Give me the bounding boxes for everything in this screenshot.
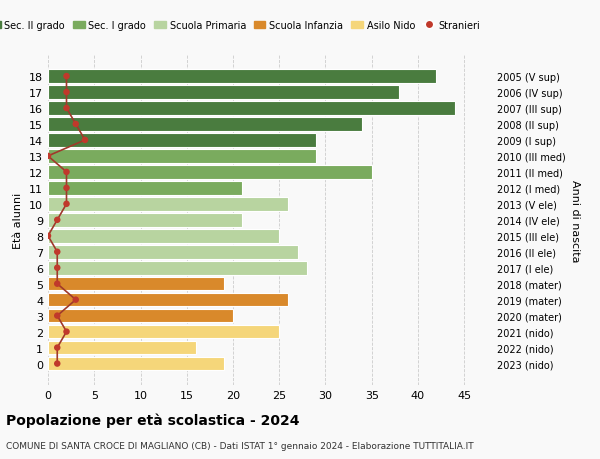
- Bar: [48, 166, 372, 179]
- Point: [62, 169, 71, 176]
- Point: [62, 73, 71, 80]
- Point: [62, 185, 71, 192]
- Text: COMUNE DI SANTA CROCE DI MAGLIANO (CB) - Dati ISTAT 1° gennaio 2024 - Elaborazio: COMUNE DI SANTA CROCE DI MAGLIANO (CB) -…: [6, 441, 473, 450]
- Bar: [48, 118, 362, 131]
- Point: [43, 233, 53, 240]
- Bar: [48, 213, 242, 227]
- Bar: [48, 182, 242, 195]
- Text: Popolazione per età scolastica - 2024: Popolazione per età scolastica - 2024: [6, 413, 299, 428]
- Point: [80, 137, 90, 144]
- Bar: [48, 198, 289, 211]
- Point: [71, 297, 80, 304]
- Y-axis label: Età alunni: Età alunni: [13, 192, 23, 248]
- Bar: [48, 134, 316, 147]
- Bar: [48, 102, 455, 116]
- Bar: [48, 230, 279, 243]
- Bar: [48, 341, 196, 355]
- Bar: [48, 261, 307, 275]
- Point: [43, 153, 53, 160]
- Bar: [48, 293, 289, 307]
- Point: [52, 312, 62, 319]
- Point: [62, 328, 71, 336]
- Bar: [48, 357, 224, 370]
- Point: [52, 248, 62, 256]
- Bar: [48, 309, 233, 323]
- Bar: [48, 150, 316, 163]
- Point: [52, 344, 62, 352]
- Bar: [48, 325, 279, 339]
- Point: [71, 121, 80, 129]
- Bar: [48, 86, 400, 100]
- Point: [52, 217, 62, 224]
- Bar: [48, 246, 298, 259]
- Point: [52, 264, 62, 272]
- Point: [62, 201, 71, 208]
- Legend: Sec. II grado, Sec. I grado, Scuola Primaria, Scuola Infanzia, Asilo Nido, Stran: Sec. II grado, Sec. I grado, Scuola Prim…: [0, 17, 484, 35]
- Bar: [48, 70, 436, 84]
- Point: [52, 360, 62, 368]
- Y-axis label: Anni di nascita: Anni di nascita: [569, 179, 580, 262]
- Bar: [48, 277, 224, 291]
- Point: [62, 89, 71, 96]
- Point: [62, 105, 71, 112]
- Point: [52, 280, 62, 288]
